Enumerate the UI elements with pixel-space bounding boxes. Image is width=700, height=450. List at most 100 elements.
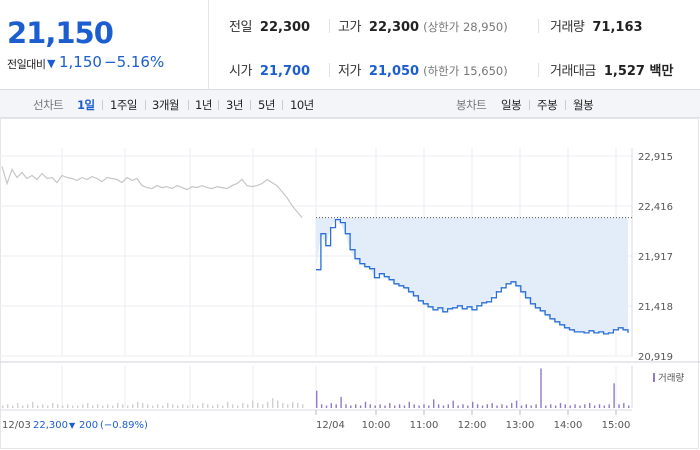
stat-value: 71,163 — [592, 20, 643, 35]
volume-bar — [272, 398, 274, 408]
volume-bar — [162, 405, 164, 408]
stat-value: 22,300 — [259, 20, 311, 35]
volume-bar — [67, 404, 69, 408]
volume-bar — [127, 405, 129, 408]
y-tick-label: 22,416 — [638, 202, 673, 213]
stat-label: 전일 — [229, 20, 252, 35]
volume-bar — [364, 401, 367, 408]
stat-value: 22,300 — [368, 20, 420, 35]
volume-bar — [167, 403, 169, 408]
stat-label: 거래대금 — [550, 64, 596, 79]
candle-monthly[interactable]: 월봉 — [573, 98, 594, 112]
volume-bar — [628, 405, 630, 408]
volume-bar — [515, 400, 518, 408]
divider — [529, 100, 530, 110]
stat-label: 거래량 — [550, 20, 585, 35]
volume-bar — [177, 405, 179, 408]
volume-bar — [535, 404, 537, 408]
volume-bar — [232, 404, 234, 408]
volume-bar — [112, 405, 114, 408]
volume-bar — [569, 405, 571, 408]
change-label: 전일대비 — [7, 58, 46, 71]
price-box: 21,150 전일대비 ▼ 1,150 −5.16% — [0, 0, 209, 90]
prev-day-tooltip: 12/03 22,300 ▼ 200 (−0.89%) — [2, 420, 148, 431]
volume-bar — [345, 404, 347, 408]
volume-bar — [237, 405, 239, 408]
volume-bar — [157, 404, 159, 408]
stat-label: 시가 — [229, 64, 252, 79]
volume-bar — [598, 404, 601, 408]
period-10y[interactable]: 10년 — [290, 98, 314, 112]
stat-low: 저가 21,050 (하한가 15,650) — [338, 60, 508, 79]
volume-bar — [7, 404, 9, 408]
volume-bar — [207, 404, 209, 408]
volume-bar — [379, 404, 381, 408]
period-1w[interactable]: 1주일 — [110, 98, 137, 112]
volume-legend: 거래량 — [653, 372, 684, 384]
volume-bar — [511, 403, 513, 408]
volume-bar — [442, 405, 445, 408]
volume-bar — [12, 405, 14, 408]
x-tick-label: 14:00 — [554, 420, 583, 431]
volume-bar — [325, 405, 328, 408]
volume-bar — [506, 405, 508, 408]
period-3m[interactable]: 3개월 — [152, 98, 179, 112]
volume-bar — [152, 405, 154, 408]
change-percent: −5.16% — [104, 53, 165, 71]
volume-bar — [374, 405, 376, 408]
volume-bar — [302, 404, 304, 408]
y-tick-label: 21,418 — [638, 302, 673, 313]
volume-bar — [501, 404, 503, 408]
current-price: 21,150 — [7, 16, 114, 50]
volume-bar — [437, 404, 440, 408]
volume-bar — [62, 405, 64, 408]
divider — [218, 100, 219, 110]
tooltip-percent: (−0.89%) — [100, 420, 148, 431]
volume-bar — [335, 404, 337, 408]
volume-bar — [350, 405, 352, 408]
chart-period-toolbar: 선차트 1일 1주일 3개월 1년 3년 5년 10년 봉차트 일봉 주봉 월봉 — [0, 90, 700, 118]
volume-bar — [540, 368, 542, 408]
volume-chart — [2, 368, 630, 408]
volume-bar — [247, 404, 249, 408]
volume-bar — [359, 405, 362, 408]
volume-bar — [618, 404, 620, 408]
volume-bar — [394, 405, 396, 408]
volume-bar — [257, 403, 259, 408]
volume-bar — [486, 404, 488, 408]
volume-bar — [197, 405, 199, 408]
candle-weekly[interactable]: 주봉 — [537, 98, 558, 112]
divider — [282, 100, 283, 110]
volume-bar — [52, 403, 54, 408]
volume-bar — [47, 405, 49, 408]
volume-bar — [457, 405, 459, 408]
period-3y[interactable]: 3년 — [226, 98, 243, 112]
volume-bar — [187, 405, 189, 408]
tooltip-price: 22,300 — [33, 420, 68, 431]
down-triangle-icon: ▼ — [69, 421, 76, 430]
volume-bar — [87, 403, 89, 408]
volume-bar — [330, 403, 332, 408]
stat-label: 고가 — [338, 20, 361, 35]
candle-daily[interactable]: 일봉 — [501, 98, 522, 112]
period-1y[interactable]: 1년 — [195, 98, 212, 112]
volume-bar — [340, 396, 342, 408]
volume-bar — [142, 403, 144, 408]
stat-volume: 거래량 71,163 — [550, 16, 643, 35]
stat-label: 저가 — [338, 64, 361, 79]
period-1d[interactable]: 1일 — [77, 98, 95, 112]
volume-bar — [42, 404, 44, 408]
volume-bar — [389, 403, 391, 408]
volume-bar — [147, 404, 149, 408]
volume-bar — [530, 405, 532, 408]
volume-bar — [579, 405, 581, 408]
volume-bar — [267, 401, 269, 408]
volume-bar — [589, 403, 591, 408]
prev-day-line — [1, 166, 303, 218]
volume-bar — [17, 403, 19, 408]
period-5y[interactable]: 5년 — [258, 98, 275, 112]
volume-bar — [122, 404, 124, 408]
today-series — [316, 217, 632, 335]
divider — [329, 19, 330, 33]
volume-bar — [496, 405, 498, 408]
